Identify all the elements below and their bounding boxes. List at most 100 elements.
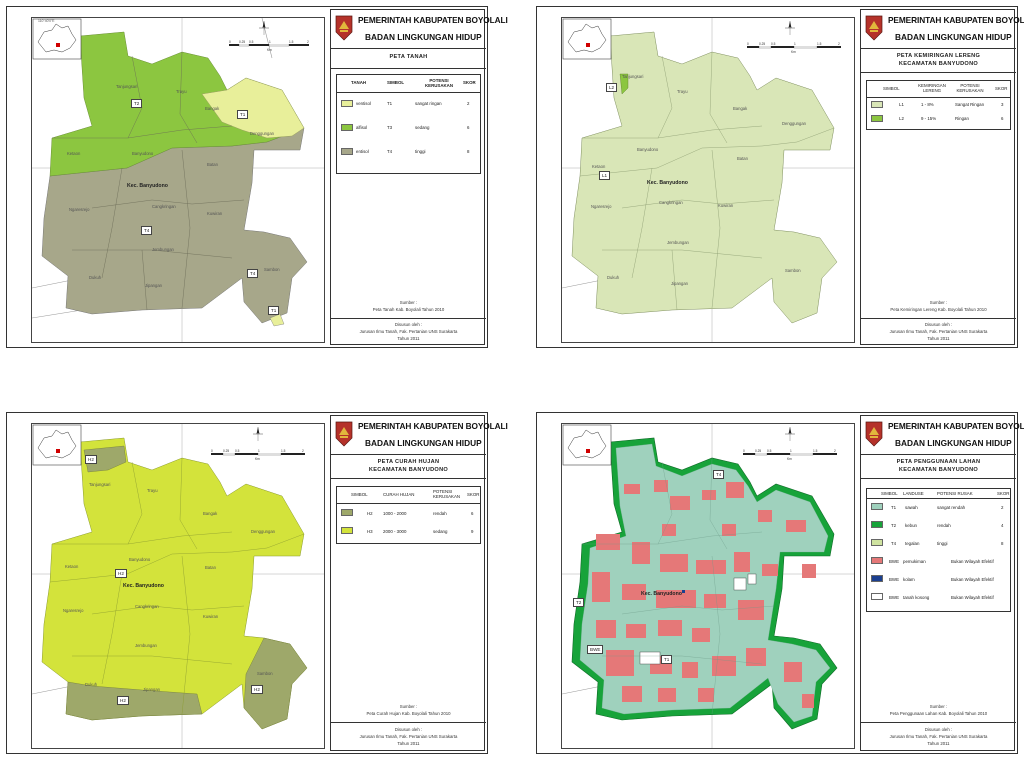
map-frame-tanah[interactable]: 110°40'0"E xyxy=(31,17,325,343)
map-zone-label: L1 xyxy=(599,171,611,180)
map-sheet-lereng: 0 0.25 0.5 1 1.5 2 Km Tanjungsari Trayu … xyxy=(536,6,1024,348)
lon-label-left: 110°40'0"E xyxy=(38,19,55,23)
scale-tick: 1 xyxy=(794,42,796,46)
map-title: PETA PENGGUNAAN LAHAN xyxy=(896,459,981,465)
scale-tick: 0.25 xyxy=(755,449,762,453)
source-text: Peta Tanah Kab. Boyolali Tahun 2010 xyxy=(372,307,445,312)
legend-swatch xyxy=(871,539,883,546)
source-label: Sumber : xyxy=(399,704,418,709)
compiled-year: Tahun 2011 xyxy=(927,336,950,341)
map-zone-label: T4 xyxy=(247,269,259,278)
legend-symbol: BWE xyxy=(889,577,900,582)
village-label: Sambon xyxy=(264,267,280,272)
legend-header: SKOR xyxy=(463,80,476,85)
scale-tick: 0 xyxy=(743,449,745,453)
compiled-by-label: Disusun oleh : xyxy=(924,727,953,732)
village-label: Tanjungsari xyxy=(116,84,138,89)
scale-tick: 0.25 xyxy=(759,42,766,46)
legend-table-tanah: TANAH SIMBOL POTENSI KERUSAKAN SKOR vent… xyxy=(336,74,481,174)
legend-row: ventisol T1 sangat ringan 2 xyxy=(337,99,480,111)
legend-panel-lereng: PEMERINTAH KABUPATEN BOYOLALI BADAN LING… xyxy=(860,9,1024,345)
legend-score: 2 xyxy=(1001,505,1004,510)
village-label: Tanjungsari xyxy=(622,74,644,79)
map-zone-label: T2 xyxy=(131,99,143,108)
legend-header-row: TANAH SIMBOL POTENSI KERUSAKAN SKOR xyxy=(337,78,480,93)
legend-score: 2 xyxy=(467,101,470,106)
legend-soil: ventisol xyxy=(356,101,371,106)
scale-tick: 2 xyxy=(838,42,840,46)
source-label: Sumber : xyxy=(399,300,418,305)
legend-range: 2000 - 3000 xyxy=(383,529,407,534)
legend-swatch xyxy=(871,593,883,600)
legend-swatch xyxy=(341,527,353,534)
compiled-by-label: Disusun oleh : xyxy=(394,322,423,327)
map-zone-label: T1 xyxy=(268,306,280,315)
legend-potential: Sangat Ringan xyxy=(955,102,985,107)
scale-tick: 1.5 xyxy=(813,449,818,453)
legend-panel-tanah: PEMERINTAH KABUPATEN BOYOLALI BADAN LING… xyxy=(330,9,508,345)
regency-seal-icon xyxy=(865,421,883,447)
divider xyxy=(331,68,486,69)
map-title: PETA KEMIRINGAN LERENG xyxy=(896,53,981,59)
source-text: Peta Kemiringan Lereng Kab. Boyolali Tah… xyxy=(890,307,987,312)
legend-symbol: T3 xyxy=(387,125,393,130)
village-label: Batan xyxy=(737,156,748,161)
header-block: PEMERINTAH KABUPATEN BOYOLALI BADAN LING… xyxy=(861,10,1024,49)
map-zone-label: BWE xyxy=(587,645,604,654)
legend-score: 8 xyxy=(1001,541,1004,546)
regency-seal-icon xyxy=(335,15,353,41)
legend-score: 8 xyxy=(467,149,470,154)
map-sheet-tanah: 110°40'0"E 0 0.25 0.5 1 1.5 2 Km Tanjung… xyxy=(6,6,508,348)
legend-header: SIMBOL xyxy=(351,492,368,497)
legend-swatch xyxy=(871,503,883,510)
village-label: Cangkringan xyxy=(659,200,683,205)
legend-symbol: T4 xyxy=(387,149,393,154)
scale-tick: 1 xyxy=(269,40,271,44)
legend-range: 1 - 8% xyxy=(921,102,934,107)
legend-header: POTENSI KERUSAKAN xyxy=(424,78,454,88)
locator-inset xyxy=(32,18,82,60)
village-label: Kuwiran xyxy=(207,211,223,216)
scale-tick: 1 xyxy=(258,449,260,453)
legend-header-row: SIMBOL CURAH HUJAN POTENSI KERUSAKAN SKO… xyxy=(337,489,480,504)
compiled-by-label: Disusun oleh : xyxy=(924,322,953,327)
map-frame-lereng[interactable] xyxy=(561,17,855,343)
header-block: PEMERINTAH KABUPATEN BOYOLALI BADAN LING… xyxy=(331,416,508,455)
legend-header: POTENSI KERUSAKAN xyxy=(433,489,461,499)
legend-potential: Bukan Wilayah Efektif xyxy=(951,577,994,582)
map-frame-hujan[interactable] xyxy=(31,423,325,749)
h2-area-east xyxy=(243,637,308,730)
legend-potential: rendah xyxy=(433,511,447,516)
village-label: Tanjungsari xyxy=(89,482,111,487)
legend-potential: tinggi xyxy=(937,541,948,546)
legend-row: T2 kebun rendah 4 xyxy=(867,521,1010,533)
legend-score: 6 xyxy=(467,125,470,130)
legend-potential: sangat ringan xyxy=(415,101,442,106)
village-label: Jipangan xyxy=(143,687,160,692)
legend-landuse: tanah kosong xyxy=(903,595,930,600)
legend-row: BWE tanah kosong Bukan Wilayah Efektif xyxy=(867,593,1010,605)
legend-soil: alfisol xyxy=(356,125,368,130)
h2-area-south xyxy=(65,681,203,721)
village-label: Kuwiran xyxy=(718,203,734,208)
legend-header: LANDUSE xyxy=(903,491,924,496)
map-frame-lahan[interactable] xyxy=(561,423,855,749)
village-label: Trayu xyxy=(677,89,688,94)
scale-tick: 0.5 xyxy=(767,449,772,453)
village-label: Bangak xyxy=(205,106,220,111)
map-subtitle: KECAMATAN BANYUDONO xyxy=(898,467,979,473)
village-label: Banyudono xyxy=(132,151,154,156)
scale-tick: 0.25 xyxy=(239,40,246,44)
divider xyxy=(861,722,1016,723)
header-block: PEMERINTAH KABUPATEN BOYOLALI BADAN LING… xyxy=(331,10,508,49)
rainfall-map xyxy=(32,424,324,748)
legend-header: SIMBOL xyxy=(387,80,405,85)
legend-symbol: H2 xyxy=(367,511,373,516)
legend-potential: sangat rendah xyxy=(937,505,966,510)
divider xyxy=(331,722,486,723)
north-arrow-icon xyxy=(785,427,795,441)
agency-name: BADAN LINGKUNGAN HIDUP xyxy=(365,438,482,448)
legend-table-lereng: SIMBOL KEMIRINGAN LERENG POTENSI KERUSAK… xyxy=(866,80,1011,130)
scale-tick: 1.5 xyxy=(281,449,286,453)
north-arrow-icon xyxy=(253,427,263,441)
